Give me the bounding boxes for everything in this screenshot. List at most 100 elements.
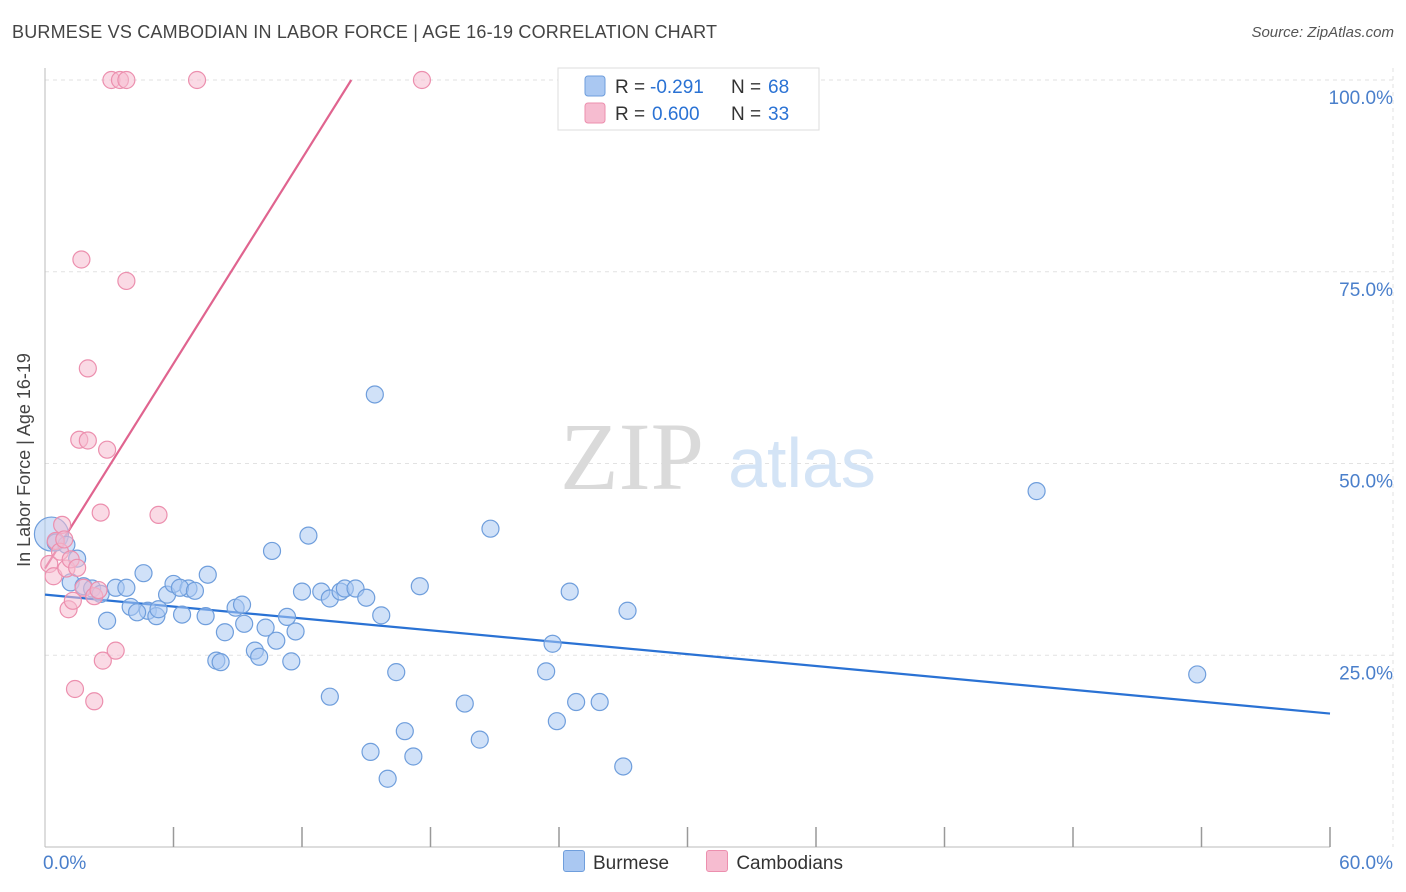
- legend-swatch-cambodians: [706, 850, 729, 872]
- burmese-point: [618, 601, 637, 620]
- burmese-point: [256, 618, 275, 637]
- burmese-point: [404, 747, 423, 766]
- cambodian-point: [149, 505, 168, 524]
- source-credit: Source: ZipAtlas.com: [1251, 24, 1394, 41]
- burmese-point: [378, 769, 397, 788]
- burmese-point: [127, 603, 147, 622]
- cambodian-point: [89, 580, 108, 600]
- cambodian-point: [412, 70, 432, 90]
- burmese-point: [299, 526, 318, 545]
- legend-swatch-burmese: [584, 75, 606, 97]
- burmese-point: [614, 757, 633, 776]
- burmese-point: [267, 631, 286, 650]
- legend-n-value: 33: [768, 104, 789, 125]
- cambodian-point: [106, 641, 125, 660]
- legend-label-cambodians: Cambodians: [736, 853, 843, 874]
- burmese-point: [149, 600, 168, 619]
- burmese-point: [198, 565, 217, 584]
- burmese-point: [211, 653, 230, 672]
- data-points: [33, 70, 1207, 788]
- x-tick-label: 60.0%: [1339, 853, 1393, 874]
- burmese-point: [481, 519, 500, 538]
- cambodian-point: [78, 431, 97, 450]
- legend-r-value: 0.600: [652, 104, 700, 125]
- tick-labels: 25.0% 50.0% 75.0% 100.0% 0.0% 60.0%: [43, 88, 1393, 874]
- burmese-point: [1188, 665, 1207, 684]
- cambodian-point: [72, 250, 91, 269]
- cambodian-point: [85, 692, 104, 711]
- y-tick-label: 100.0%: [1329, 88, 1394, 109]
- burmese-point: [567, 692, 586, 712]
- cambodian-point: [65, 679, 85, 699]
- cambodian-point: [117, 271, 136, 291]
- burmese-point: [235, 614, 254, 633]
- burmese-point: [170, 578, 190, 597]
- cambodian-point: [187, 70, 207, 90]
- legend-r-label: R =: [615, 77, 645, 98]
- y-tick-label: 25.0%: [1339, 663, 1393, 684]
- burmese-trend-line: [44, 593, 1331, 715]
- burmese-point: [134, 564, 153, 583]
- burmese-point: [455, 694, 474, 713]
- cambodian-point: [93, 651, 112, 670]
- burmese-point: [590, 692, 609, 712]
- burmese-point: [365, 385, 384, 404]
- legend-n-label: N =: [731, 104, 761, 125]
- legend-label-burmese: Burmese: [593, 853, 670, 874]
- legend-swatch-burmese: [563, 850, 585, 872]
- legend-item-burmese: Burmese: [563, 850, 669, 875]
- burmese-point: [292, 582, 312, 601]
- burmese-point: [537, 662, 556, 681]
- burmese-point: [560, 582, 579, 601]
- cambodian-point: [63, 591, 82, 610]
- burmese-point: [470, 730, 489, 749]
- x-tick-label: 0.0%: [43, 853, 86, 874]
- burmese-point: [372, 606, 391, 625]
- burmese-point: [117, 578, 136, 597]
- burmese-point: [277, 607, 297, 627]
- gridlines: [45, 68, 1394, 847]
- burmese-point: [262, 541, 282, 561]
- burmese-point: [543, 634, 562, 653]
- watermark-zip: ZIP: [560, 403, 704, 510]
- cambodian-trend-line: [44, 79, 353, 570]
- burmese-point: [282, 652, 301, 671]
- burmese-point: [547, 712, 566, 731]
- bottom-legend: Burmese Cambodians: [0, 850, 1406, 875]
- axes: [44, 68, 1331, 848]
- burmese-point: [361, 742, 380, 761]
- burmese-point: [185, 581, 205, 600]
- burmese-point: [172, 605, 192, 624]
- burmese-point: [232, 595, 252, 614]
- cambodian-point: [91, 503, 110, 522]
- trend-lines: [44, 79, 1331, 715]
- legend-box: R = -0.291 N = 68 R = 0.600 N = 33: [557, 67, 820, 131]
- burmese-point: [196, 607, 215, 626]
- burmese-point: [410, 577, 429, 596]
- legend-r-value: -0.291: [650, 77, 704, 98]
- legend-item-cambodians: Cambodians: [706, 850, 843, 875]
- legend-r-label: R =: [615, 104, 645, 125]
- burmese-point: [387, 663, 406, 682]
- cambodian-point: [68, 558, 87, 577]
- burmese-point: [320, 687, 339, 706]
- y-tick-label: 50.0%: [1339, 472, 1393, 493]
- watermark-atlas: atlas: [728, 424, 876, 502]
- burmese-point: [286, 622, 305, 641]
- burmese-point: [215, 623, 234, 642]
- cambodian-point: [117, 70, 136, 90]
- cambodian-point: [78, 359, 97, 378]
- burmese-point: [357, 588, 376, 607]
- legend-swatch-cambodians: [584, 102, 606, 124]
- burmese-point: [1027, 482, 1046, 501]
- cambodian-point: [55, 530, 74, 549]
- y-tick-label: 75.0%: [1339, 280, 1393, 301]
- burmese-point: [250, 647, 269, 666]
- cambodian-point: [98, 440, 117, 459]
- burmese-point: [98, 611, 117, 630]
- burmese-point: [395, 722, 414, 741]
- legend-n-value: 68: [768, 77, 789, 98]
- legend-n-label: N =: [731, 77, 761, 98]
- chart-title: BURMESE VS CAMBODIAN IN LABOR FORCE | AG…: [12, 22, 718, 42]
